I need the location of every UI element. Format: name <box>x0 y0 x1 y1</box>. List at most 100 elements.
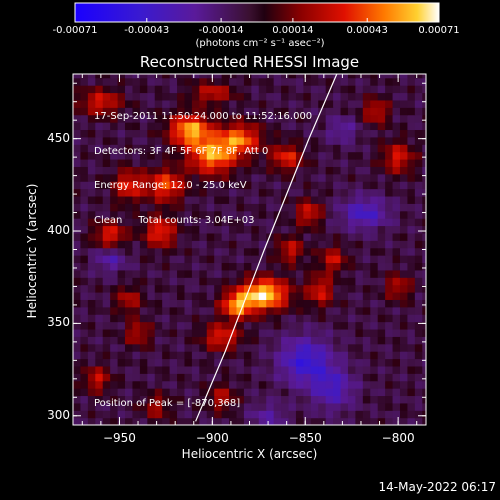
heatmap-cell <box>191 151 200 160</box>
heatmap-cell <box>325 99 334 108</box>
heatmap-cell <box>318 218 327 227</box>
heatmap-cell <box>177 114 186 123</box>
heatmap-cell <box>102 173 111 182</box>
heatmap-cell <box>333 336 342 345</box>
heatmap-cell <box>251 92 260 101</box>
heatmap-cell <box>318 158 327 167</box>
heatmap-cell <box>154 195 163 204</box>
heatmap-cell <box>340 269 349 278</box>
heatmap-cell <box>95 314 104 323</box>
heatmap-cell <box>199 99 208 108</box>
heatmap-cell <box>243 136 252 145</box>
heatmap-cell <box>110 277 119 286</box>
heatmap-cell <box>162 410 171 419</box>
heatmap-cell <box>295 365 304 374</box>
heatmap-cell <box>184 395 193 404</box>
heatmap-cell <box>221 299 230 308</box>
heatmap-cell <box>236 225 245 234</box>
heatmap-cell <box>258 321 267 330</box>
heatmap-cell <box>385 328 394 337</box>
heatmap-cell <box>154 328 163 337</box>
heatmap-cell <box>169 92 178 101</box>
heatmap-cell <box>95 158 104 167</box>
heatmap-cell <box>340 314 349 323</box>
heatmap-cell <box>87 74 96 79</box>
heatmap-cell <box>199 269 208 278</box>
heatmap-cell <box>281 181 290 190</box>
heatmap-cell <box>303 203 312 212</box>
heatmap-cell <box>258 291 267 300</box>
heatmap-cell <box>199 417 208 425</box>
heatmap-cell <box>318 365 327 374</box>
heatmap-cell <box>399 195 409 204</box>
heatmap-cell <box>214 85 223 94</box>
heatmap-cell <box>370 291 379 300</box>
heatmap-cell <box>95 365 104 374</box>
heatmap-cell <box>407 188 416 197</box>
heatmap-cell <box>407 77 416 86</box>
heatmap-cell <box>392 417 401 425</box>
heatmap-cell <box>199 122 208 131</box>
heatmap-cell <box>206 203 215 212</box>
heatmap-cell <box>281 122 290 131</box>
heatmap-cell <box>206 99 215 108</box>
heatmap-cell <box>243 240 252 249</box>
heatmap-cell <box>147 77 156 86</box>
heatmap-cell <box>236 210 245 219</box>
heatmap-cell <box>318 373 327 382</box>
heatmap-cell <box>347 144 356 153</box>
heatmap-cell <box>139 351 148 360</box>
heatmap-cell <box>377 122 386 131</box>
heatmap-cell <box>325 151 334 160</box>
heatmap-cell <box>221 336 230 345</box>
heatmap-cell <box>266 166 275 175</box>
heatmap-cell <box>229 92 238 101</box>
heatmap-cell <box>117 284 126 293</box>
heatmap-cell <box>266 218 275 227</box>
heatmap-cell <box>258 284 267 293</box>
heatmap-cell <box>362 195 371 204</box>
colorbar-tick-label: 0.00014 <box>272 25 314 36</box>
heatmap-cell <box>147 291 156 300</box>
heatmap-cell <box>377 99 386 108</box>
heatmap-cell <box>258 136 267 145</box>
heatmap-cell <box>236 373 245 382</box>
heatmap-cell <box>117 328 126 337</box>
heatmap-cell <box>288 218 297 227</box>
heatmap-cell <box>102 181 111 190</box>
heatmap-cell <box>251 417 260 425</box>
heatmap-cell <box>325 328 334 337</box>
heatmap-cell <box>325 240 334 249</box>
heatmap-cell <box>147 388 156 397</box>
heatmap-cell <box>281 166 290 175</box>
heatmap-cell <box>303 92 312 101</box>
heatmap-cell <box>125 358 134 367</box>
heatmap-cell <box>199 203 208 212</box>
heatmap-cell <box>325 306 334 315</box>
heatmap-cell <box>162 166 171 175</box>
heatmap-cell <box>177 99 186 108</box>
heatmap-cell <box>229 417 238 425</box>
heatmap-cell <box>221 373 230 382</box>
heatmap-cell <box>325 122 334 131</box>
heatmap-cell <box>117 255 126 264</box>
heatmap-cell <box>206 328 215 337</box>
heatmap-cell <box>258 99 267 108</box>
heatmap-cell <box>206 218 215 227</box>
heatmap-cell <box>370 269 379 278</box>
heatmap-cell <box>281 144 290 153</box>
heatmap-cell <box>266 380 275 389</box>
heatmap-cell <box>117 336 126 345</box>
heatmap-cell <box>325 380 334 389</box>
heatmap-cell <box>414 232 423 241</box>
heatmap-cell <box>95 85 104 94</box>
heatmap-cell <box>243 218 252 227</box>
heatmap-cell <box>295 328 304 337</box>
heatmap-cell <box>399 328 409 337</box>
heatmap-cell <box>414 277 423 286</box>
heatmap-cell <box>229 85 238 94</box>
heatmap-cell <box>392 136 401 145</box>
heatmap-cell <box>281 343 290 352</box>
heatmap-cell <box>80 225 89 234</box>
heatmap-cell <box>102 144 111 153</box>
